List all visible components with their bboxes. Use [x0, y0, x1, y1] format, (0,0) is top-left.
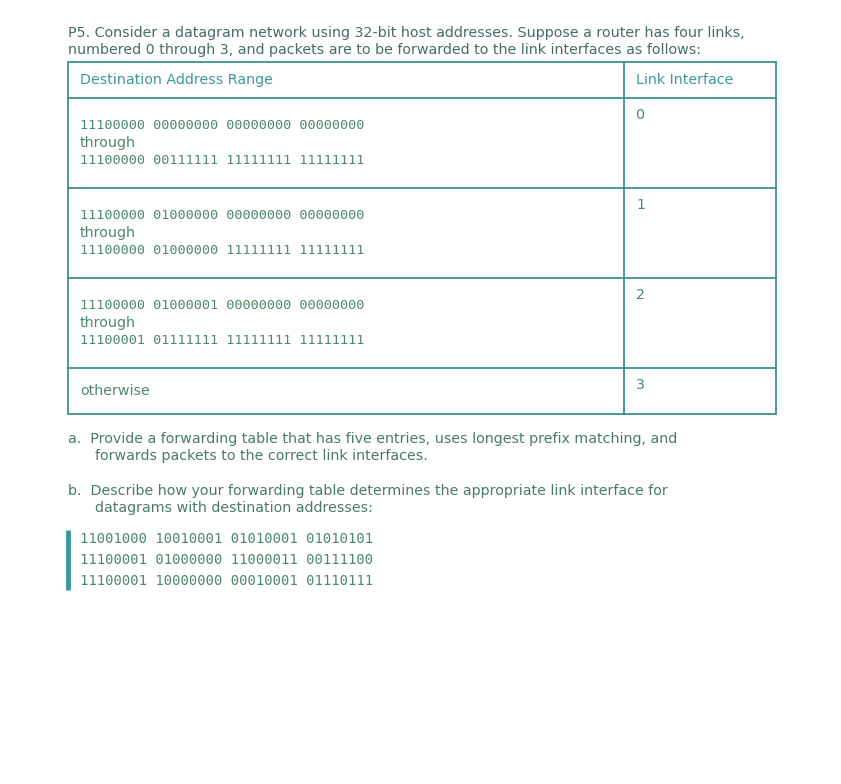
Text: otherwise: otherwise [80, 384, 150, 398]
Text: 11100000 01000000 00000000 00000000: 11100000 01000000 00000000 00000000 [80, 209, 364, 222]
Text: 11100001 01000000 11000011 00111100: 11100001 01000000 11000011 00111100 [80, 553, 373, 567]
Text: 11100000 01000000 11111111 11111111: 11100000 01000000 11111111 11111111 [80, 244, 364, 257]
Text: 0: 0 [636, 108, 645, 122]
Text: 11100000 00111111 11111111 11111111: 11100000 00111111 11111111 11111111 [80, 154, 364, 167]
Text: 11001000 10010001 01010001 01010101: 11001000 10010001 01010001 01010101 [80, 532, 373, 546]
Text: numbered 0 through 3, and packets are to be forwarded to the link interfaces as : numbered 0 through 3, and packets are to… [68, 43, 701, 57]
Text: 11100000 01000001 00000000 00000000: 11100000 01000001 00000000 00000000 [80, 299, 364, 312]
Text: through: through [80, 136, 136, 150]
Text: through: through [80, 226, 136, 240]
Text: 11100001 10000000 00010001 01110111: 11100001 10000000 00010001 01110111 [80, 574, 373, 588]
Text: Destination Address Range: Destination Address Range [80, 73, 272, 87]
Text: 3: 3 [636, 378, 645, 392]
Text: 2: 2 [636, 288, 645, 302]
Text: P5. Consider a datagram network using 32-bit host addresses. Suppose a router ha: P5. Consider a datagram network using 32… [68, 26, 744, 40]
Bar [68, 62, 776, 414]
Text: through: through [80, 316, 136, 330]
Text: datagrams with destination addresses:: datagrams with destination addresses: [68, 501, 373, 515]
Text: 11100000 00000000 00000000 00000000: 11100000 00000000 00000000 00000000 [80, 119, 364, 132]
Text: a.  Provide a forwarding table that has five entries, uses longest prefix matchi: a. Provide a forwarding table that has f… [68, 432, 677, 446]
Text: forwards packets to the correct link interfaces.: forwards packets to the correct link int… [68, 449, 428, 463]
Text: Link Interface: Link Interface [636, 73, 733, 87]
Text: b.  Describe how your forwarding table determines the appropriate link interface: b. Describe how your forwarding table de… [68, 484, 668, 498]
Text: 1: 1 [636, 198, 645, 212]
Text: 11100001 01111111 11111111 11111111: 11100001 01111111 11111111 11111111 [80, 334, 364, 347]
